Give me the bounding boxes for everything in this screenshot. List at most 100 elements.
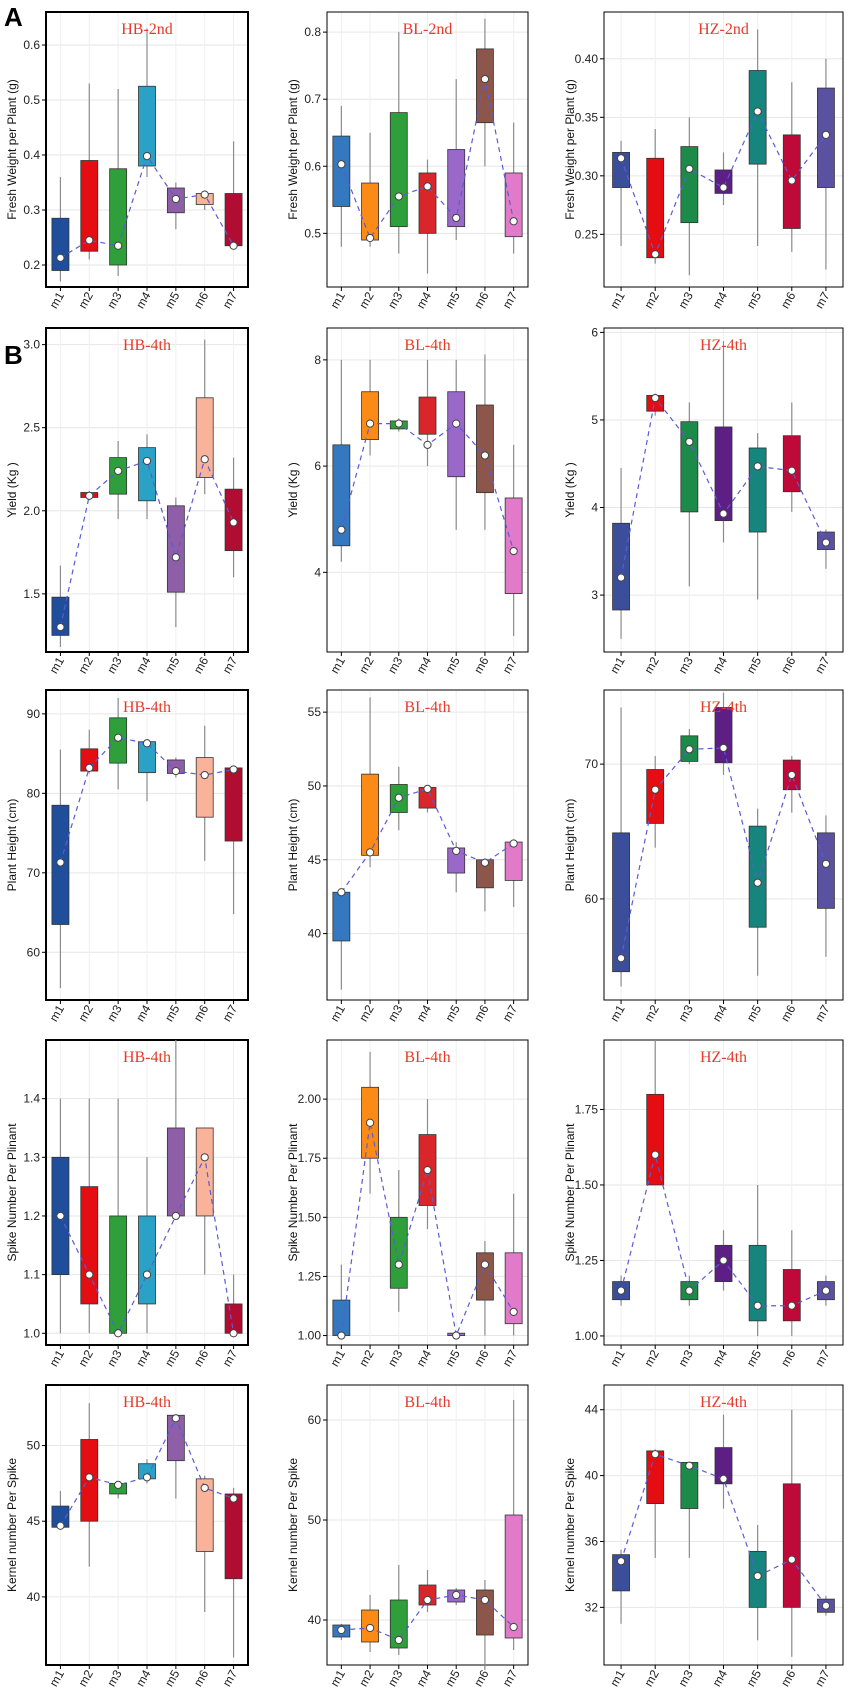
median-point: [337, 1625, 346, 1635]
y-tick-label: 6: [314, 459, 321, 473]
box-m3: [680, 146, 699, 224]
x-tick-label: m6: [471, 1667, 492, 1689]
y-tick-label: 60: [585, 892, 599, 906]
median-point: [753, 1301, 762, 1310]
median-point: [365, 848, 375, 857]
median-point: [394, 192, 403, 201]
x-tick-label: m3: [104, 654, 125, 676]
median-point: [337, 1331, 346, 1340]
median-point: [229, 1329, 238, 1338]
median-point: [685, 164, 694, 173]
x-tick-label: m4: [710, 1667, 731, 1689]
box-m5: [166, 505, 185, 593]
x-tick-label: m4: [133, 289, 154, 311]
x-tick-label: m3: [104, 289, 125, 311]
y-tick-label: 2.00: [298, 1092, 322, 1106]
median-point: [753, 878, 762, 887]
box-m3: [680, 421, 699, 513]
x-tick-label: m7: [812, 1667, 833, 1689]
x-tick-label: m7: [220, 1002, 241, 1024]
y-tick-label: 8: [314, 353, 321, 367]
y-tick-label: 45: [27, 1514, 41, 1528]
median-point: [452, 213, 461, 223]
median-point: [423, 1595, 432, 1605]
y-tick-label: 0.40: [575, 52, 599, 66]
x-tick-label: m2: [356, 1347, 377, 1369]
chart-panel-7: 60 70 80 90 Plant Height (cm) m1 m2 m3 m4 m5 m6 m7 H…: [5, 689, 249, 1024]
y-tick-label: 50: [308, 1513, 322, 1527]
x-tick-label: m4: [133, 1347, 154, 1369]
median-point: [787, 176, 796, 185]
x-tick-label: m4: [133, 1667, 154, 1689]
x-tick-label: m1: [47, 289, 68, 311]
box-m2: [646, 157, 665, 259]
median-point: [365, 1118, 375, 1127]
median-point: [423, 182, 432, 191]
median-point: [142, 152, 152, 161]
median-point: [787, 1301, 796, 1310]
median-point: [114, 1480, 123, 1489]
median-point: [142, 739, 152, 748]
box-m6: [476, 1252, 494, 1301]
median-point: [337, 525, 346, 534]
median-point: [685, 1286, 694, 1295]
y-tick-label: 60: [308, 1413, 322, 1427]
median-point: [509, 217, 518, 226]
y-axis-label: Kernel number Per Spike: [5, 1458, 19, 1592]
box-m6: [476, 48, 494, 124]
median-point: [56, 858, 65, 867]
box-m7: [817, 832, 835, 909]
y-tick-label: 0.5: [304, 226, 321, 240]
box-m2: [80, 1186, 99, 1305]
y-tick-label: 1.5: [23, 587, 40, 601]
y-tick-label: 1.50: [298, 1210, 322, 1224]
x-tick-label: m5: [442, 289, 463, 311]
median-point: [85, 1270, 94, 1279]
median-point: [787, 466, 796, 475]
y-tick-label: 4: [314, 565, 321, 579]
box-m7: [224, 767, 243, 842]
median-point: [480, 858, 490, 867]
x-tick-label: m5: [744, 1347, 765, 1369]
chart-title: HZ-2nd: [698, 21, 749, 38]
box-m6: [195, 757, 214, 818]
box-m6: [476, 1589, 494, 1636]
x-tick-label: m6: [778, 1002, 799, 1024]
chart-title: HB-4th: [123, 1049, 171, 1066]
x-tick-label: m6: [191, 654, 212, 676]
y-axis-label: Plant Height (cm): [286, 799, 300, 892]
median-point: [229, 1494, 238, 1503]
y-tick-label: 40: [27, 1590, 41, 1604]
x-tick-label: m1: [607, 654, 628, 676]
x-tick-label: m3: [104, 1002, 125, 1024]
chart-panel-13: 40 45 50 Kernel number Per Spike m1 m2 m3 m4 m5 m…: [5, 1384, 249, 1689]
median-point: [56, 622, 65, 632]
median-point: [480, 1595, 490, 1605]
y-tick-label: 0.2: [23, 258, 40, 272]
x-tick-label: m4: [710, 1347, 731, 1369]
box-m3: [389, 1216, 408, 1289]
median-point: [719, 1256, 728, 1265]
median-point: [651, 1450, 660, 1459]
chart-panel-12: 1.00 1.25 1.50 1.75 Spike Number Per Plinant…: [563, 1039, 844, 1369]
median-point: [114, 466, 123, 475]
chart-panel-8: 40 45 50 55 Plant Height (cm) m1 m2 m3 m4 m5 m6 m7 B…: [286, 689, 529, 1024]
box-m2: [646, 769, 665, 824]
box-m1: [612, 522, 630, 611]
box-m4: [138, 447, 156, 502]
y-tick-label: 0.5: [23, 93, 40, 107]
x-tick-label: m7: [812, 289, 833, 311]
y-tick-label: 1.75: [575, 1102, 599, 1116]
median-point: [85, 491, 94, 500]
median-point: [480, 74, 490, 84]
chart-title: BL-4th: [404, 699, 450, 716]
x-tick-label: m7: [220, 1667, 241, 1689]
median-point: [229, 765, 238, 774]
median-point: [171, 194, 180, 204]
x-tick-label: m1: [47, 1347, 68, 1369]
median-point: [171, 1414, 180, 1423]
median-point: [616, 573, 626, 582]
x-tick-label: m3: [385, 1002, 406, 1024]
box-m4: [418, 396, 437, 435]
x-tick-label: m3: [385, 654, 406, 676]
